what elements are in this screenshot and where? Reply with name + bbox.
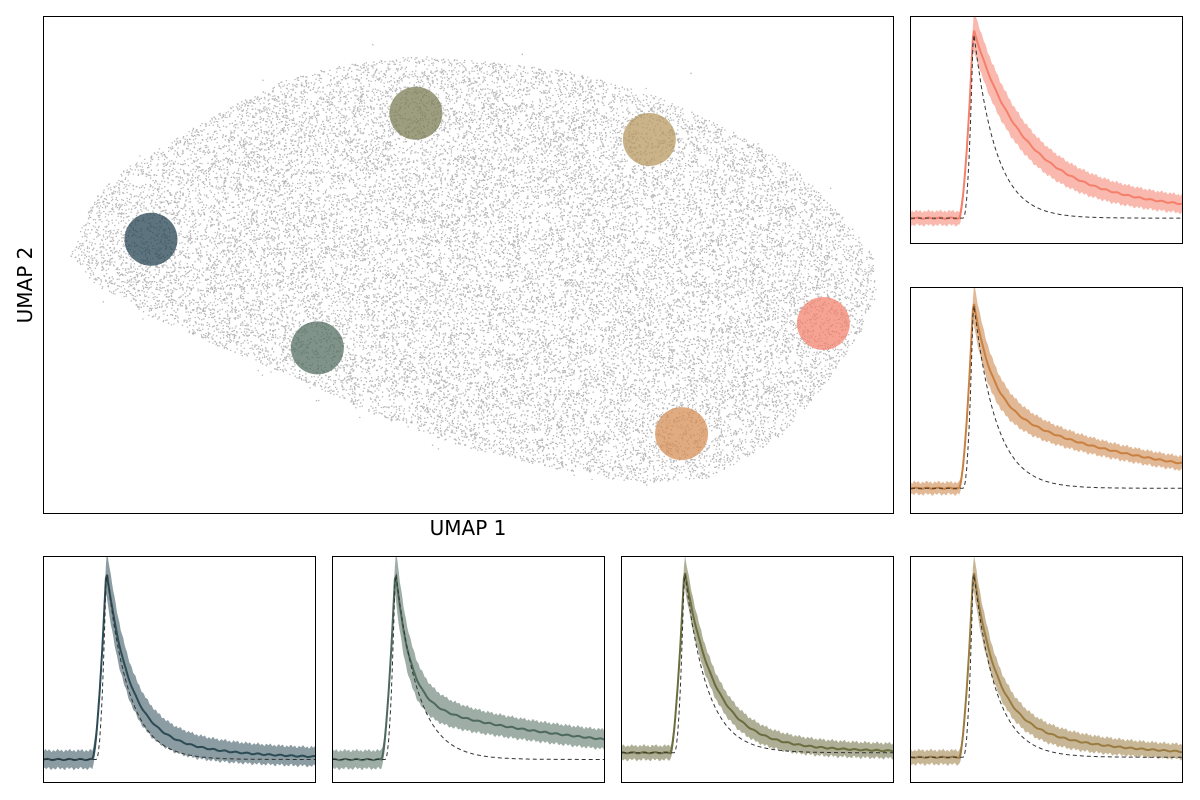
highlight-circle-4 [622, 113, 676, 167]
umap-panel [43, 16, 894, 514]
trace-panel-4 [332, 556, 605, 783]
scatter-point-cloud [70, 44, 877, 486]
highlight-circle-5 [796, 297, 850, 351]
highlight-circle-6 [655, 407, 709, 461]
trace-mean-line [333, 572, 604, 762]
trace-confidence-band [911, 557, 1182, 766]
y-axis-label: UMAP 2 [13, 246, 37, 324]
trace-panel-2 [910, 287, 1183, 514]
trace-panel-5 [621, 556, 894, 783]
trace-reference-line [44, 574, 315, 760]
trace-plot-4 [333, 557, 604, 771]
trace-panel-1 [910, 16, 1183, 244]
trace-confidence-band [622, 557, 893, 762]
trace-confidence-band [333, 557, 604, 771]
trace-plot-6 [911, 557, 1182, 766]
highlight-circle-1 [124, 212, 178, 266]
trace-mean-line [911, 30, 1182, 220]
trace-panel-6 [910, 556, 1183, 783]
trace-reference-line [622, 574, 893, 754]
trace-reference-line [911, 574, 1182, 758]
umap-scatter [70, 44, 877, 486]
scatter-points [70, 44, 877, 486]
trace-confidence-band [44, 557, 315, 771]
highlight-circle-3 [389, 86, 443, 140]
trace-reference-line [333, 574, 604, 760]
trace-confidence-band [911, 17, 1182, 227]
trace-plot-5 [622, 557, 893, 762]
x-axis-label: UMAP 1 [429, 516, 507, 540]
trace-reference-line [911, 34, 1182, 219]
trace-plot-1 [911, 17, 1182, 227]
trace-plot-3 [44, 557, 315, 771]
trace-panel-3 [43, 556, 316, 783]
trace-reference-line [911, 305, 1182, 489]
highlight-circle-2 [290, 321, 344, 375]
trace-plot-2 [911, 288, 1182, 496]
trace-confidence-band [911, 288, 1182, 496]
